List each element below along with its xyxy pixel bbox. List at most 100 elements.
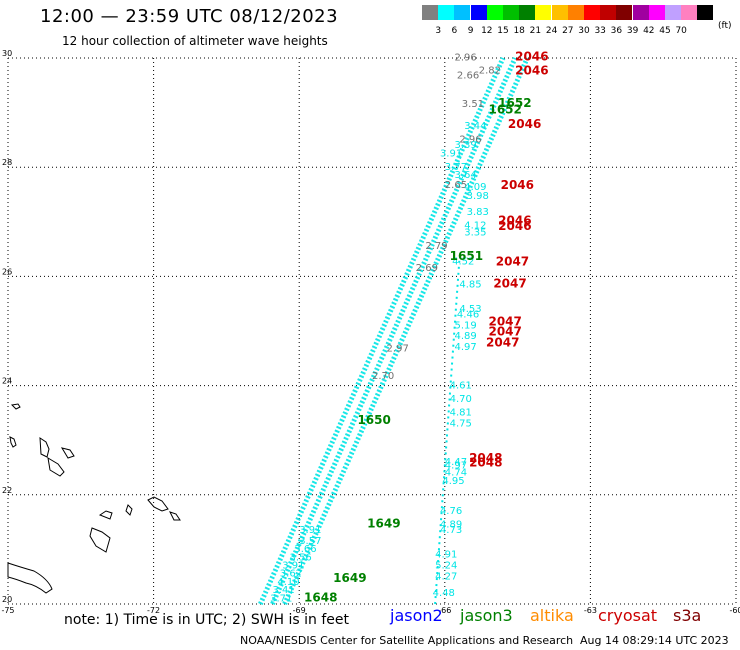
pass-time-label: 1649	[367, 517, 400, 531]
wave-height-label: 5.24	[435, 561, 457, 572]
color-scale-tick: 30	[578, 26, 590, 36]
latitude-label: 26	[2, 267, 12, 276]
wave-height-label: 4.46	[457, 309, 479, 320]
pass-time-label: 2046	[515, 63, 548, 77]
pass-time-label: 2047	[493, 276, 526, 290]
wave-height-label: 4.97	[445, 461, 467, 472]
wave-height-label: 2.82	[479, 65, 501, 76]
wave-height-label: 3.71	[270, 593, 292, 604]
island-outline	[9, 436, 17, 448]
color-scale-tick: 6	[451, 26, 458, 36]
generation-timestamp: Aug 14 08:29:14 UTC 2023	[580, 634, 729, 647]
color-swatch	[422, 5, 438, 20]
wave-height-label: 5.19	[455, 320, 477, 331]
color-scale-tick: 12	[481, 26, 493, 36]
wave-height-label: 3.44	[464, 121, 486, 132]
wave-height-label: 2.97	[387, 344, 409, 355]
color-scale-tick: 9	[467, 26, 474, 36]
pass-time-label: 1652	[488, 103, 521, 117]
island-outline	[98, 510, 113, 520]
color-scale-tick: 36	[610, 26, 623, 36]
color-swatch	[616, 5, 633, 20]
color-swatch	[600, 5, 617, 20]
page-title: 12:00 — 23:59 UTC 08/12/2023	[40, 6, 339, 27]
color-scale-tick: 18	[513, 26, 525, 36]
wave-height-label: 3.39	[455, 140, 477, 151]
wave-height-label: 2.69	[416, 263, 438, 274]
color-swatch	[567, 5, 584, 20]
pass-time-label: 2046	[498, 219, 531, 233]
wave-height-label: 4.76	[440, 506, 462, 517]
color-swatch	[632, 5, 649, 20]
pass-time-label: 1649	[333, 571, 366, 585]
pass-time-label: 2046	[501, 178, 534, 192]
legend-item-s3a: s3a	[673, 606, 702, 625]
wave-height-label: 4.48	[433, 588, 455, 599]
wave-height-label: 2.96	[455, 53, 477, 64]
wave-height-label: 3.91	[299, 525, 321, 536]
legend-item-jason3: jason3	[460, 606, 513, 625]
longitude-label: -69	[293, 606, 306, 615]
color-scale-tick: 33	[594, 26, 606, 36]
color-scale-tick: 24	[545, 26, 558, 36]
color-scale-tick: 39	[626, 26, 639, 36]
wave-height-label: 4.74	[445, 468, 467, 479]
color-swatch	[486, 5, 503, 20]
wave-height-label: 2.96	[459, 135, 481, 146]
color-swatch	[681, 5, 698, 20]
pass-time-label: 2047	[488, 324, 521, 338]
color-scale-tick: 21	[529, 26, 542, 36]
wave-height-label: 4.81	[450, 408, 472, 419]
wave-height-label: 4.89	[455, 331, 477, 342]
wave-height-label: 4.53	[459, 304, 481, 315]
island-outline	[10, 403, 21, 410]
pass-time-label: 2046	[515, 50, 548, 64]
color-swatch	[584, 5, 600, 20]
wave-height-label: 3.35	[464, 227, 486, 238]
color-scale-unit: (ft)	[718, 21, 732, 31]
island-outline	[39, 437, 50, 458]
page-subtitle: 12 hour collection of altimeter wave hei…	[62, 34, 328, 48]
pass-time-label: 1652	[498, 96, 531, 110]
wave-height-label: 3.66	[294, 544, 316, 555]
pass-time-label: 1651	[450, 249, 483, 263]
wave-height-label: 4.95	[442, 476, 464, 487]
pass-time-label: 1648	[304, 590, 337, 604]
pass-time-label: 2046	[508, 117, 541, 131]
color-scale-tick: 3	[435, 26, 442, 36]
pass-time-label: 2047	[488, 315, 521, 329]
wave-height-label: 4.61	[450, 380, 472, 391]
latitude-label: 28	[2, 158, 12, 167]
color-scale-tick: 45	[659, 26, 671, 36]
wave-height-label: 3.64	[455, 170, 477, 181]
wave-height-label: 2.70	[372, 371, 394, 382]
wave-height-label: 3.98	[467, 191, 489, 202]
wave-height-label: 4.10	[277, 577, 299, 588]
latitude-label: 22	[2, 486, 12, 495]
longitude-label: -66	[438, 606, 451, 615]
color-scale-tick: 15	[497, 26, 509, 36]
color-scale-tick: 27	[562, 26, 574, 36]
color-swatch	[697, 5, 714, 20]
wave-height-label: 4.97	[455, 342, 477, 353]
color-scale-tick: 42	[643, 26, 655, 36]
color-swatch	[454, 5, 471, 20]
wave-height-label: 4.91	[435, 550, 457, 561]
longitude-label: -63	[584, 606, 597, 615]
wave-height-label: 4.27	[435, 571, 457, 582]
wave-height-label: 2.79	[425, 241, 447, 252]
pass-time-label: 2048	[469, 455, 502, 469]
wave-height-label: 3.56	[289, 552, 311, 563]
wave-height-label: 4.75	[450, 419, 472, 430]
island-outline	[169, 511, 181, 521]
wave-height-label: 3.51	[462, 99, 484, 110]
island-outline	[125, 504, 133, 516]
units-note: note: 1) Time is in UTC; 2) SWH is in fe…	[64, 612, 350, 628]
wave-height-label: 4.70	[450, 394, 472, 405]
pass-time-label: 2047	[496, 254, 529, 268]
satellite-track	[270, 56, 518, 606]
island-outline	[7, 562, 53, 594]
color-scale-tick: 70	[675, 26, 687, 36]
satellite-track	[282, 56, 530, 606]
